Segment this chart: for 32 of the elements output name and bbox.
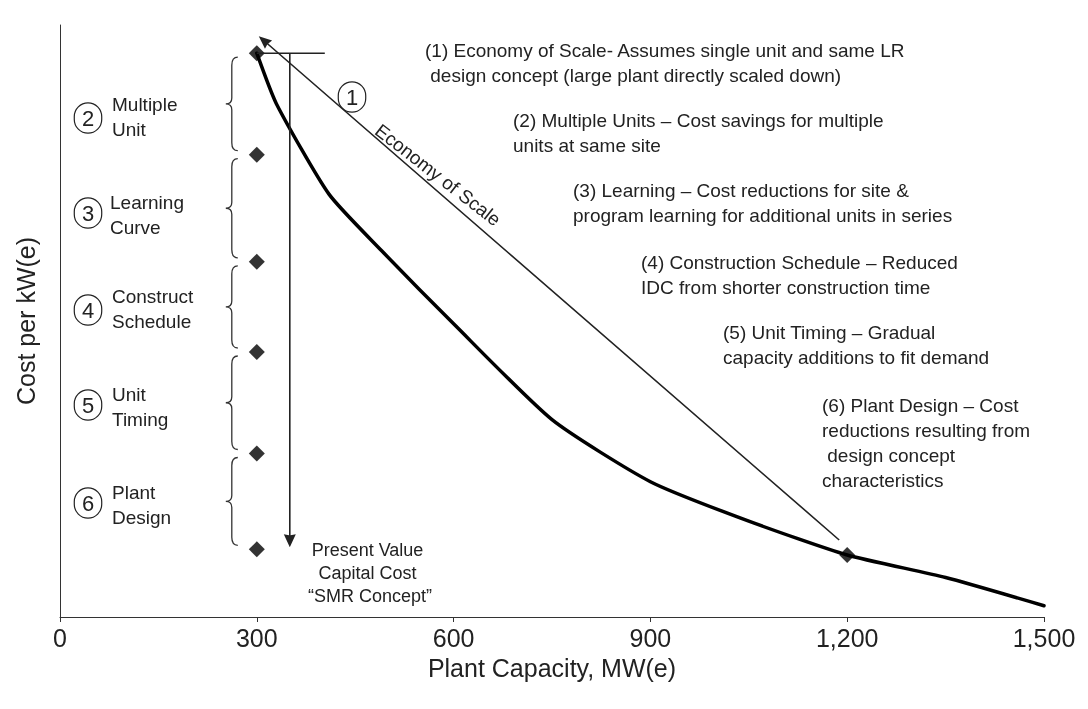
annotation: (6) Plant Design – Cost reductions resulting from design concept characteristics xyxy=(822,395,1031,491)
x-axis-title: Plant Capacity, MW(e) xyxy=(427,653,677,682)
annotation: 1 xyxy=(345,84,359,110)
x-tick-label: 600 xyxy=(432,623,475,652)
annotation: (1) Economy of Scale- Assumes single unit and same LR design concept (large plant directly scaled down) xyxy=(425,40,905,86)
annotation: 6 xyxy=(81,490,95,516)
point xyxy=(248,445,265,462)
annotation: 5 xyxy=(81,392,95,418)
annotation: Multiple Unit xyxy=(112,94,183,140)
point xyxy=(248,253,265,270)
x-tick-label: 1,200 xyxy=(815,623,879,652)
annotation: Construct Schedule xyxy=(112,286,199,332)
annotation: (5) Unit Timing – Gradual capacity additions to fit demand xyxy=(723,322,990,368)
annotation: Unit Timing xyxy=(112,384,169,430)
point xyxy=(839,546,856,563)
annotation: Plant Design xyxy=(112,482,172,528)
point xyxy=(248,344,265,361)
annotation: (3) Learning – Cost reductions for site & program learning for additional units in series xyxy=(573,180,953,226)
annotation: Learning Curve xyxy=(110,192,190,238)
annotation: (4) Construction Schedule – Reduced IDC from shorter construction time xyxy=(641,252,964,298)
annotation: Present Value Capital Cost “SMR Concept” xyxy=(307,539,433,606)
y-axis-title: Cost per kW(e) xyxy=(11,236,40,406)
annotation: 2 xyxy=(81,105,95,131)
x-tick-label: 300 xyxy=(235,623,278,652)
annotation: 4 xyxy=(81,297,95,323)
x-tick-label: 900 xyxy=(629,623,672,652)
annotation: (2) Multiple Units – Cost savings for multiple units at same site xyxy=(513,110,889,156)
point xyxy=(248,146,265,163)
annotation: 3 xyxy=(81,200,95,226)
point xyxy=(248,541,265,558)
x-tick-label: 0 xyxy=(53,623,67,652)
x-tick-label: 1,500 xyxy=(1012,623,1076,652)
